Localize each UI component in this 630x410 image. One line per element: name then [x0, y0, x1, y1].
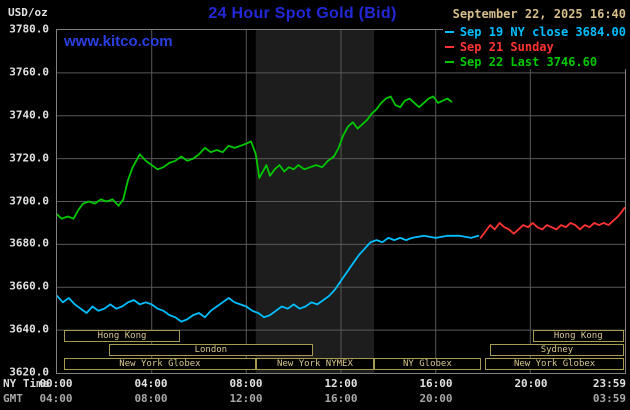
x-axis-label-gmt: 20:00 — [419, 392, 453, 405]
session-box-ny-globex: NY Globex — [374, 358, 481, 370]
y-axis-label: 3760.0 — [9, 65, 49, 79]
gmt-axis-label: GMT — [3, 392, 23, 405]
price-line-sep22 — [57, 95, 453, 220]
legend-text-sep21: Sep 21 Sunday — [459, 39, 554, 54]
price-line-sep19 — [57, 234, 480, 323]
x-axis-gmt-row: 04:00 08:00 12:00 16:00 20:00 03:59 — [39, 392, 626, 406]
session-box-hong-kong: Hong Kong — [64, 330, 181, 342]
y-axis-label: 3640.0 — [9, 322, 49, 336]
x-axis-label-ny: 16:00 — [419, 377, 453, 390]
ny-time-axis-label: NY Time — [3, 377, 50, 390]
plot-canvas — [57, 30, 625, 373]
unit-label: USD/oz — [8, 6, 48, 19]
legend-text-sep19: Sep 19 NY close 3684.00 — [459, 24, 626, 39]
y-axis: 3780.0 3760.0 3740.0 3720.0 3700.0 3680.0 3660… — [0, 23, 52, 379]
y-axis-label: 3680.0 — [9, 236, 49, 250]
session-box-london: London — [109, 344, 313, 356]
x-axis-label-gmt: 08:00 — [134, 392, 168, 405]
legend: Sep 19 NY close 3684.00 Sep 21 Sunday Se… — [442, 24, 628, 69]
session-box-new-york-nymex: New York NYMEX — [255, 358, 375, 370]
y-axis-label: 3660.0 — [9, 279, 49, 293]
x-axis-label-gmt: 03:59 — [592, 392, 626, 405]
legend-item-sep22: Sep 22 Last 3746.60 — [442, 54, 628, 69]
y-axis-label: 3620.0 — [9, 365, 49, 379]
chart-title: 24 Hour Spot Gold (Bid) — [208, 5, 397, 22]
session-box-new-york-globex: New York Globex — [64, 358, 256, 370]
session-box-new-york-globex: New York Globex — [485, 358, 624, 370]
x-axis-label-gmt: 04:00 — [39, 392, 73, 405]
x-axis-label-gmt: 12:00 — [229, 392, 263, 405]
session-box-sydney: Sydney — [490, 344, 624, 356]
legend-item-sep21: Sep 21 Sunday — [442, 39, 628, 54]
x-axis-label-ny: 00:00 — [39, 377, 73, 390]
x-axis-label-ny: 23:59 — [592, 377, 626, 390]
x-axis-label-ny: 12:00 — [324, 377, 358, 390]
session-box-hong-kong: Hong Kong — [532, 330, 624, 342]
y-axis-label: 3720.0 — [9, 151, 49, 165]
y-axis-label: 3700.0 — [9, 194, 49, 207]
x-axis-label-gmt: 16:00 — [324, 392, 358, 405]
plot-area: Hong Kong Hong Kong London Sydney New York G… — [56, 29, 626, 374]
x-axis-label-ny: 20:00 — [514, 377, 548, 390]
x-axis-label-ny: 08:00 — [229, 377, 263, 390]
kitco-watermark-link[interactable]: www.kitco.com — [64, 33, 173, 50]
legend-item-sep19: Sep 19 NY close 3684.00 — [442, 24, 628, 39]
legend-line-swatch-sep21 — [444, 45, 454, 48]
legend-line-swatch-sep22 — [444, 60, 454, 63]
y-axis-label: 3740.0 — [9, 108, 49, 122]
price-line-sep21 — [479, 206, 625, 239]
y-axis-label: 3780.0 — [9, 22, 49, 36]
datetime-label: September 22, 2025 16:40 — [452, 7, 626, 21]
x-axis-label-ny: 04:00 — [134, 377, 168, 390]
legend-text-sep22: Sep 22 Last 3746.60 — [459, 54, 598, 69]
x-axis-ny-row: 00:00 04:00 08:00 12:00 16:00 20:00 23:59 — [39, 377, 626, 391]
legend-line-swatch-sep19 — [444, 30, 454, 33]
